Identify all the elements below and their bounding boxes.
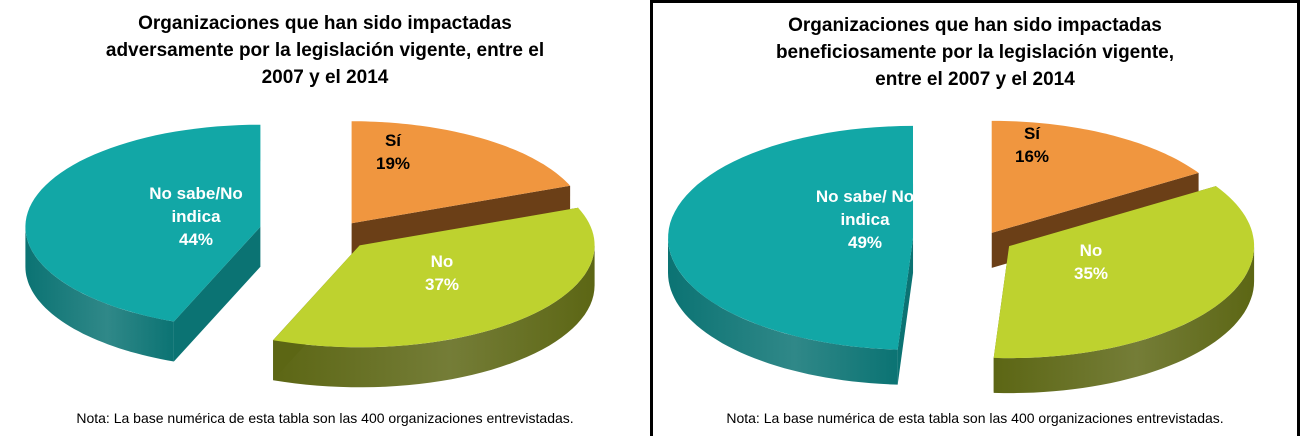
pie-slice-top xyxy=(273,207,595,348)
chart-title-line: Organizaciones que han sido impactadas xyxy=(138,13,512,34)
pie-slice-side xyxy=(273,245,595,388)
slice-label-line: indica xyxy=(171,207,221,226)
chart-title-line: Organizaciones que han sido impactadas xyxy=(788,15,1162,36)
chart-title-line: beneficiosamente por la legislación vige… xyxy=(775,42,1175,63)
pie-slice-wall xyxy=(897,237,914,385)
slice-label-line: No xyxy=(1080,241,1103,260)
pie-slice xyxy=(993,186,1255,394)
slice-label-line: 16% xyxy=(1015,147,1049,166)
pie-slice xyxy=(25,124,261,362)
slice-label-line: 44% xyxy=(179,230,213,249)
pie-slice-side xyxy=(25,226,174,362)
pie-slice-wall xyxy=(173,226,261,362)
chart-note: Nota: La base numérica de esta tabla son… xyxy=(76,410,574,426)
slice-label-line: 19% xyxy=(376,154,410,173)
slice-label: Sí 16% xyxy=(1015,124,1049,166)
chart-title-line: adversamente por la legislación vigente,… xyxy=(105,40,545,61)
pie-slice-top xyxy=(991,120,1199,233)
pie-slice-top xyxy=(25,124,261,322)
chart-title: Organizaciones que han sido impactadas b… xyxy=(673,12,1277,93)
pie-chart-3d: Sí 16% No 35% No sabe/ No indica 49% xyxy=(668,120,1255,394)
chart-panel-adversamente: Organizaciones que han sido impactadas a… xyxy=(20,10,630,426)
pie-slice-top xyxy=(993,186,1255,359)
slice-label: No sabe/No indica 44% xyxy=(149,184,243,249)
slice-label-line: Sí xyxy=(1024,124,1041,143)
slice-label: Sí 19% xyxy=(376,131,410,173)
slice-label-line: 37% xyxy=(425,275,459,294)
slice-label-line: indica xyxy=(840,210,890,229)
slice-label: No 37% xyxy=(425,252,459,294)
chart-title-line: 2007 y el 2014 xyxy=(261,67,389,88)
pie-slice-side xyxy=(668,237,898,385)
slice-label-line: Sí xyxy=(385,131,402,150)
pie-slice-top xyxy=(668,125,914,350)
chart-title-line: entre el 2007 y el 2014 xyxy=(875,69,1075,90)
slice-label-line: 49% xyxy=(848,233,882,252)
slice-label-line: 35% xyxy=(1074,264,1108,283)
chart-panel-beneficiosamente: Organizaciones que han sido impactadas b… xyxy=(650,0,1300,436)
slice-label-line: No sabe/No xyxy=(149,184,243,203)
pie-chart-3d: Sí 19% No 37% No sabe/No indica 44% xyxy=(25,121,595,388)
chart-title: Organizaciones que han sido impactadas a… xyxy=(20,10,630,91)
pie-slice xyxy=(273,207,595,388)
chart-note: Nota: La base numérica de esta tabla son… xyxy=(726,410,1224,426)
slice-label-line: No xyxy=(431,252,454,271)
pie-slice-side xyxy=(993,246,1255,394)
slice-label: No sabe/ No indica 49% xyxy=(816,187,914,252)
slice-label-line: No sabe/ No xyxy=(816,187,914,206)
pie-slice-top xyxy=(351,121,571,224)
pie-slice xyxy=(668,125,914,385)
slice-label: No 35% xyxy=(1074,241,1108,283)
